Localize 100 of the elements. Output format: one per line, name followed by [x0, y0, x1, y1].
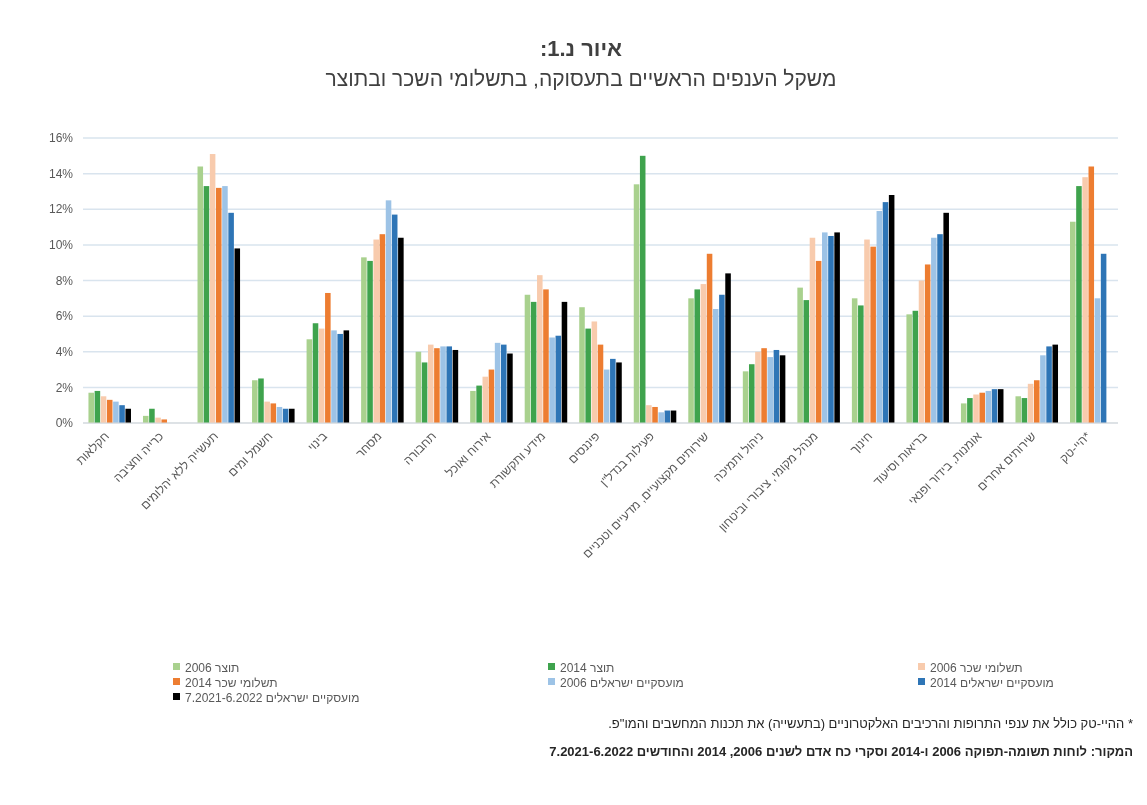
bar: [434, 348, 440, 423]
legend-label: מועסקיים ישראלים 2006: [560, 675, 684, 690]
bar: [688, 298, 694, 423]
bar: [549, 337, 555, 423]
bar: [937, 234, 943, 423]
bar: [712, 309, 719, 423]
bar: [391, 214, 398, 423]
bar: [537, 275, 543, 423]
bar: [482, 376, 489, 423]
bar: [289, 408, 295, 423]
bar: [755, 351, 761, 423]
chart-title: איור נ.1:: [539, 36, 623, 61]
bar: [197, 166, 204, 423]
legend-label: מועסקיים ישראלים 7.2021-6.2022: [185, 690, 360, 705]
bar: [616, 362, 622, 423]
bar: [88, 392, 94, 423]
legend-label: תוצר 2014: [560, 660, 615, 675]
bar: [446, 346, 453, 423]
bar: [876, 211, 883, 423]
bar: [1015, 396, 1022, 423]
bar: [870, 246, 876, 423]
bar: [379, 234, 386, 423]
y-tick-label: 8%: [55, 273, 74, 288]
bar: [1082, 177, 1088, 423]
bar: [209, 154, 216, 423]
bar: [1076, 186, 1082, 423]
bar: [470, 390, 476, 423]
bar: [652, 406, 658, 423]
bar: [500, 344, 507, 423]
x-tick-label: היי-טק*: [1057, 428, 1094, 466]
bar: [203, 186, 210, 423]
y-tick-label: 0%: [55, 416, 74, 431]
bar: [325, 292, 331, 423]
chart-subtitle: משקל הענפים הראשיים בתעסוקה, בתשלומי השכר ובתוצר: [325, 67, 837, 90]
bar: [1070, 221, 1076, 423]
bar: [1094, 298, 1101, 423]
bar: [973, 394, 979, 423]
bar: [543, 289, 549, 423]
y-tick-label: 10%: [48, 238, 74, 253]
bar: [694, 289, 701, 423]
bar: [216, 187, 222, 423]
bar: [142, 415, 149, 423]
legend-label: תשלומי שכר 2014: [185, 675, 278, 690]
text: המקור: לוחות תשומה-תפוקה 2006 ו-2014 וסקרי כח אדם לשנים 2006, 2014 והחודשים 7.2021-6.2022: [549, 744, 1133, 759]
bar: [767, 357, 774, 423]
bar: [639, 155, 646, 423]
bar: [725, 273, 731, 423]
bar: [748, 364, 755, 423]
bar: [967, 398, 973, 423]
bar: [822, 232, 828, 423]
bar: [113, 401, 119, 423]
bar: [882, 202, 889, 423]
x-tick-label: מסחר: [353, 429, 385, 461]
y-tick-label: 12%: [48, 202, 74, 217]
bar: [828, 235, 834, 423]
x-tick-label: בינוי: [305, 429, 330, 455]
bar: [161, 419, 168, 423]
bar: [924, 264, 931, 423]
x-tick-label: תחבורה: [400, 429, 440, 468]
bar: [585, 328, 591, 423]
bar: [797, 287, 803, 423]
bar: [149, 408, 155, 423]
bar: [1046, 346, 1052, 423]
bar: [943, 212, 949, 423]
y-tick-label: 2%: [55, 380, 74, 395]
x-tick-label: אירוח ואוכל: [442, 428, 494, 480]
bar: [888, 195, 895, 423]
bar: [719, 294, 725, 423]
bar: [579, 307, 585, 423]
bar: [222, 186, 228, 423]
bar: [258, 378, 264, 423]
bar: [834, 232, 840, 423]
bar: [864, 239, 870, 423]
bar: [398, 237, 404, 423]
bar: [610, 358, 616, 423]
y-tick-label: 6%: [55, 309, 74, 324]
bar: [440, 346, 446, 423]
bar: [633, 184, 640, 423]
bar: [815, 260, 822, 423]
bar: [507, 353, 513, 423]
bar: [264, 401, 270, 423]
bar: [979, 392, 985, 423]
text: * ההיי-טק כולל את ענפי התרופות והרכיבים האלקטרוניים (בתעשייה) את תכנות המחשבים והמו"פ.: [608, 716, 1133, 731]
y-tick-label: 16%: [48, 131, 74, 146]
bar: [361, 257, 367, 423]
y-tick-label: 14%: [48, 166, 74, 181]
legend-label: מועסקיים ישראלים 2014: [930, 675, 1054, 690]
legend-label: תשלומי שכר 2006: [930, 660, 1023, 675]
bar: [851, 298, 858, 423]
x-tick-label: חקלאות: [73, 429, 112, 468]
bar: [1052, 344, 1059, 423]
bar: [312, 323, 319, 423]
bar: [373, 239, 379, 423]
bar: [646, 405, 652, 423]
bar: [1040, 355, 1046, 423]
x-tick-label: חשמל ומים: [225, 429, 276, 480]
bar: [234, 248, 241, 423]
bar: [761, 348, 767, 423]
legend-label: תוצר 2006: [185, 660, 240, 675]
bar: [591, 321, 598, 423]
